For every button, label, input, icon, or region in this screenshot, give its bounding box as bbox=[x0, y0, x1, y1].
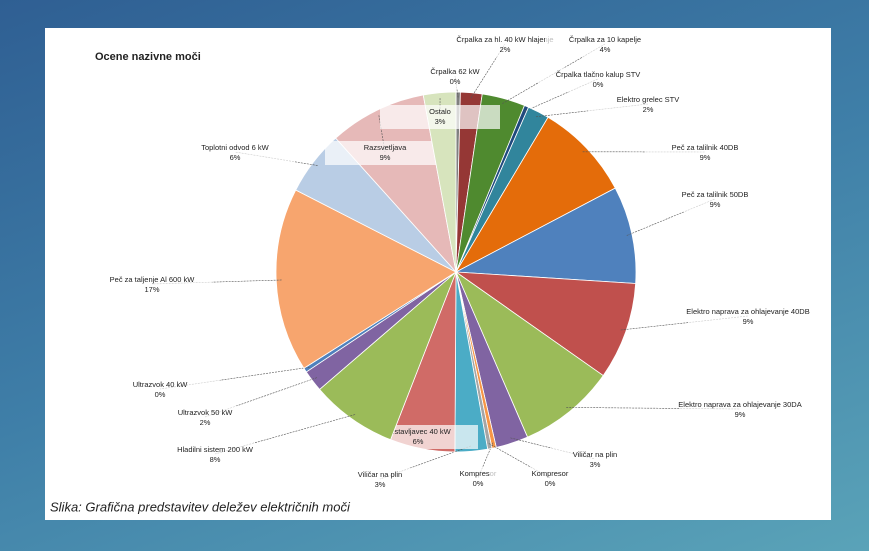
label-bg bbox=[100, 378, 220, 402]
slice-value-label: 0% bbox=[545, 479, 556, 488]
slice-label: Peč za talilnik 50DB bbox=[682, 190, 749, 199]
slice-label: Toplotni odvod 6 kW bbox=[201, 143, 269, 152]
pie-slice bbox=[454, 116, 616, 274]
label-bg bbox=[395, 65, 515, 89]
slice-label: Peč za taljenje Al 600 kW bbox=[110, 275, 196, 284]
pie-slice bbox=[454, 187, 637, 284]
slice-value-label: 3% bbox=[435, 117, 446, 126]
slice-value-label: 3% bbox=[375, 480, 386, 489]
slice-value-label: 0% bbox=[450, 77, 461, 86]
pie: Črpalka 62 kW0%Črpalka za hl. 40 kW hlaj… bbox=[92, 33, 810, 492]
slice-label: Hladilni sistem 200 kW bbox=[177, 445, 254, 454]
label-bg bbox=[655, 188, 775, 212]
label-bg bbox=[320, 468, 440, 492]
label-bg bbox=[588, 93, 708, 117]
slice-value-label: 3% bbox=[590, 460, 601, 469]
slice-label: Viličar na plin bbox=[573, 450, 617, 459]
leader-line bbox=[502, 43, 606, 104]
slice-label: Ultrazvok 40 kW bbox=[133, 380, 189, 389]
slice-label: Ultrazvok 50 kW bbox=[178, 408, 234, 417]
slice-value-label: 2% bbox=[500, 45, 511, 54]
slice-label: Elektro grelec STV bbox=[617, 95, 680, 104]
pie-slice bbox=[275, 189, 457, 369]
label-bg bbox=[155, 443, 275, 467]
slice-label: Peč za talilnik 40DB bbox=[672, 143, 739, 152]
slice-label: Razsvetljava bbox=[364, 143, 407, 152]
slice-label: Elektro naprava za ohlajevanje 30DA bbox=[678, 400, 801, 409]
pie-slice bbox=[454, 271, 637, 377]
slice-label: Viličar na plin bbox=[358, 470, 402, 479]
slice-label: Črpalka za hl. 40 kW hlajenje bbox=[456, 35, 553, 44]
slice-value-label: 2% bbox=[200, 418, 211, 427]
slice-value-label: 8% bbox=[210, 455, 221, 464]
slice-value-label: 0% bbox=[155, 390, 166, 399]
label-bg bbox=[538, 68, 658, 92]
slice-value-label: 9% bbox=[380, 153, 391, 162]
slice-label: Črpalka za 10 kapelje bbox=[569, 35, 641, 44]
label-bg bbox=[92, 273, 212, 297]
slice-value-label: 9% bbox=[710, 200, 721, 209]
leader-line bbox=[379, 445, 471, 480]
slice-value-label: 9% bbox=[735, 410, 746, 419]
slice-value-label: 6% bbox=[230, 153, 241, 162]
slice-label: Elektro naprava za ohlajevanje 40DB bbox=[686, 307, 809, 316]
label-bg bbox=[645, 141, 765, 165]
slice-value-label: 17% bbox=[144, 285, 159, 294]
label-bg bbox=[490, 467, 610, 491]
slice-value-label: 0% bbox=[593, 80, 604, 89]
leader-line bbox=[204, 377, 318, 418]
slice-value-label: 9% bbox=[700, 153, 711, 162]
slice-label: Kompresor bbox=[532, 469, 569, 478]
pie-slice bbox=[422, 91, 457, 273]
slice-value-label: 4% bbox=[600, 45, 611, 54]
leader-line bbox=[470, 43, 506, 99]
slice-value-label: 6% bbox=[413, 437, 424, 446]
slice-value-label: 9% bbox=[743, 317, 754, 326]
label-bg bbox=[380, 105, 500, 129]
label-bg bbox=[545, 33, 665, 57]
slice-value-label: 2% bbox=[643, 105, 654, 114]
slice-label: Črpalka tlačno kalup STV bbox=[556, 70, 641, 79]
label-bg bbox=[680, 398, 800, 422]
caption: Slika: Grafična predstavitev deležev ele… bbox=[50, 499, 351, 514]
pie-slice bbox=[455, 270, 604, 438]
slice-label: Črpalka 62 kW bbox=[430, 67, 480, 76]
slice-label: Kompresor bbox=[460, 469, 497, 478]
slice-value-label: 0% bbox=[473, 479, 484, 488]
pie-slice bbox=[335, 94, 457, 274]
label-bg bbox=[688, 305, 808, 329]
slice-label: Sestavljavec 40 kW bbox=[385, 427, 451, 436]
label-bg bbox=[325, 141, 445, 165]
label-bg bbox=[175, 141, 295, 165]
label-bg bbox=[145, 406, 265, 430]
slice-label: Ostalo bbox=[429, 107, 451, 116]
chart-title: Ocene nazivne moči bbox=[95, 51, 201, 63]
